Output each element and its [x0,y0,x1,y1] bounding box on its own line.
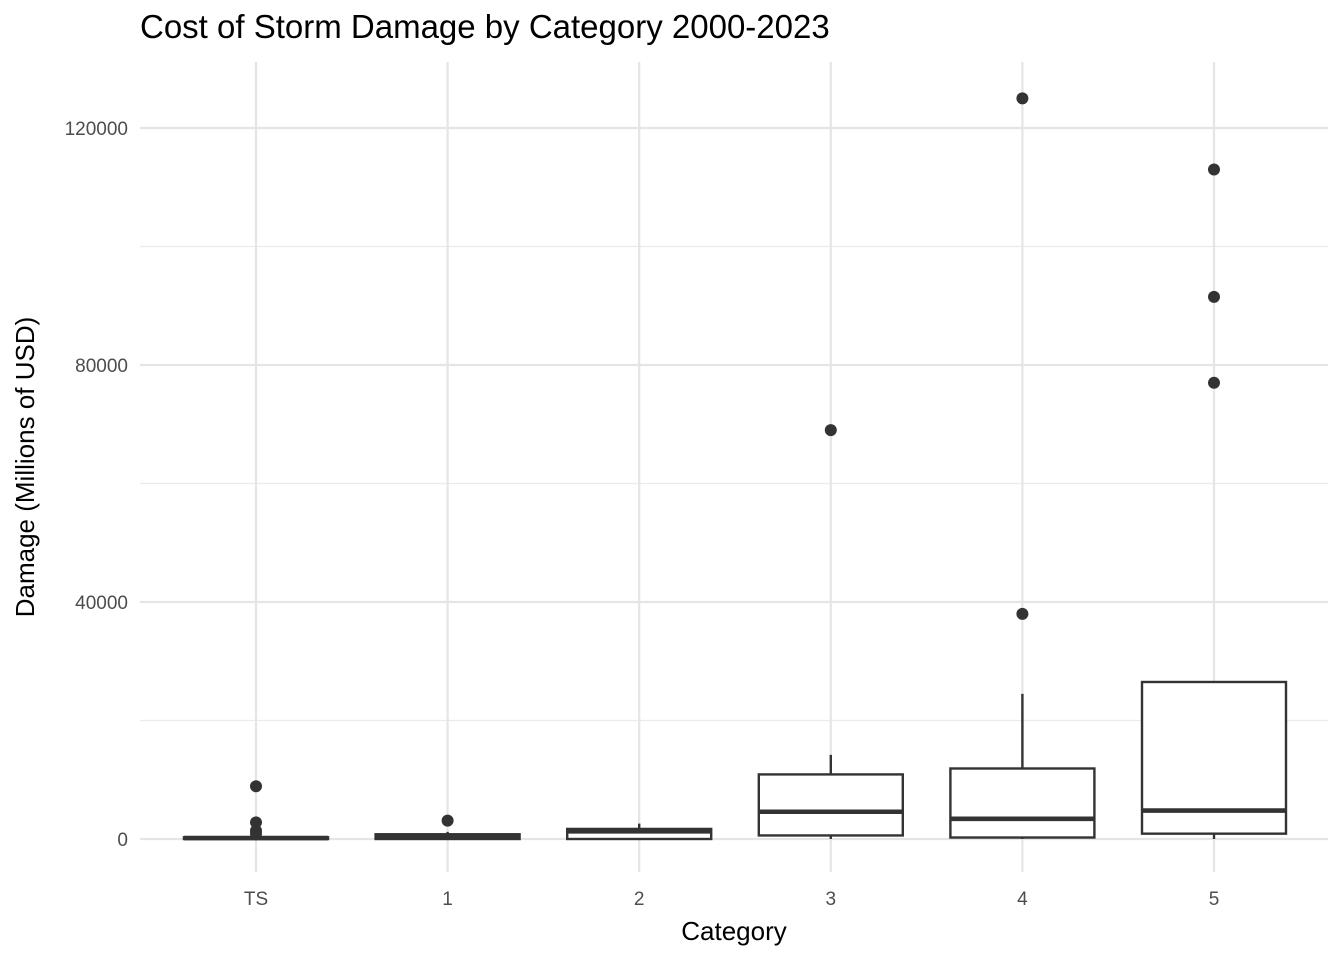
outlier-point [1016,92,1029,105]
gridlines [140,62,1328,872]
x-tick-label: TS [244,889,268,910]
x-tick-label: 5 [1209,889,1220,910]
outlier-point [250,827,262,840]
box-2 [566,823,713,841]
outlier-point [250,816,262,829]
x-tick-label: 3 [826,889,837,910]
outlier-point [441,814,454,827]
outlier-point [250,780,262,793]
y-axis-ticks: 0 40000 80000 120000 [65,119,128,851]
y-tick-label: 120000 [65,119,128,140]
x-tick-label: 1 [442,889,453,910]
outlier-point [1208,163,1220,176]
outlier-point [824,424,837,437]
box-4 [949,92,1096,839]
box-body [566,827,713,841]
box-body [949,767,1096,839]
box-TS [182,780,330,841]
box-5 [1140,163,1288,839]
outlier-point [1208,376,1220,389]
y-tick-label: 80000 [75,356,128,377]
x-tick-label: 2 [634,889,645,910]
x-axis-ticks: TS 1 2 3 4 5 [244,889,1219,910]
x-tick-label: 4 [1017,889,1028,910]
box-1 [374,814,521,841]
box-body [757,773,904,837]
outlier-point [1016,607,1029,620]
boxes [182,92,1288,841]
y-axis-title: Damage (Millions of USD) [10,317,40,618]
box-3 [757,424,904,839]
chart-title: Cost of Storm Damage by Category 2000-20… [140,8,830,45]
y-tick-label: 40000 [75,593,128,614]
y-tick-label: 0 [117,830,128,851]
x-axis-title: Category [681,916,787,946]
outlier-point [1208,290,1220,303]
